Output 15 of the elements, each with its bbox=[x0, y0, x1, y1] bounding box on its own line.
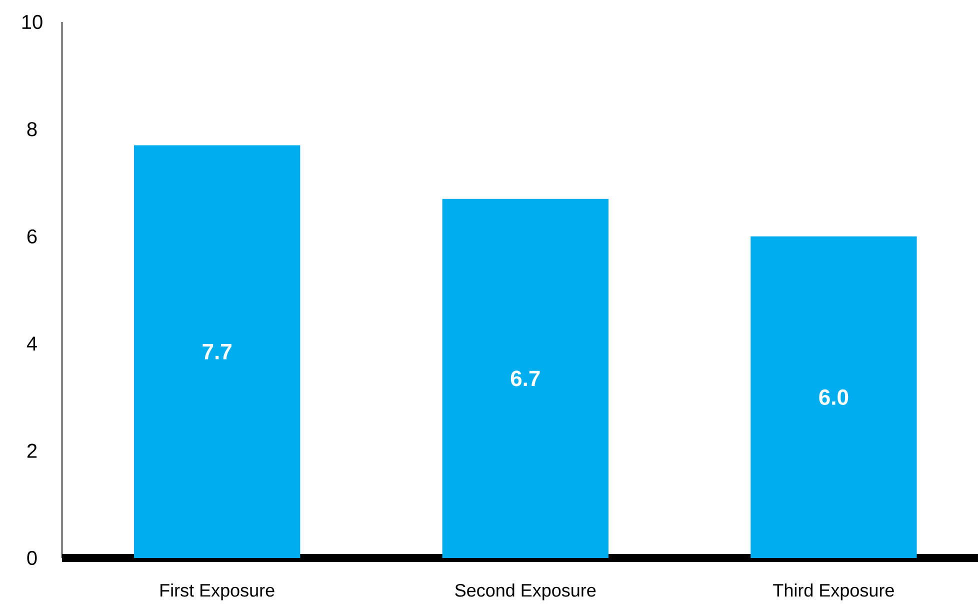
bar bbox=[442, 198, 608, 558]
y-tick-label: 8 bbox=[27, 122, 37, 136]
bar bbox=[134, 145, 300, 558]
y-tick-label: 2 bbox=[27, 444, 37, 458]
y-tick-label: 10 bbox=[22, 14, 42, 30]
x-tick-label: Second Exposure bbox=[455, 584, 596, 600]
data-label: 6.7 bbox=[510, 370, 540, 386]
data-label: 6.0 bbox=[819, 389, 848, 405]
y-tick-label: 4 bbox=[26, 336, 37, 350]
data-label: 7.7 bbox=[202, 344, 232, 360]
y-tick-label: 0 bbox=[27, 550, 37, 566]
x-tick-label: Third Exposure bbox=[773, 584, 894, 600]
y-tick-label: 6 bbox=[27, 229, 37, 244]
bar bbox=[750, 236, 917, 558]
x-tick-label: First Exposure bbox=[160, 584, 274, 600]
